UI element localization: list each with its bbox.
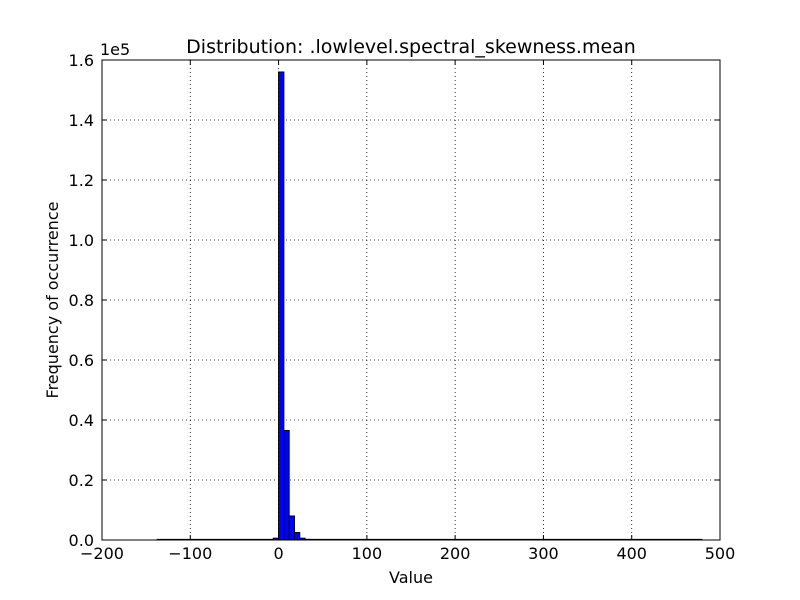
bars-layer <box>156 71 703 541</box>
x-tick-label: 100 <box>352 544 383 563</box>
plot-frame <box>101 59 721 541</box>
y-axis-label: Frequency of occurrence <box>43 202 62 399</box>
x-tick-label: 400 <box>616 544 647 563</box>
y-tick-label: 0.4 <box>69 411 94 430</box>
histogram-bar <box>278 71 285 541</box>
x-tick-label: 0 <box>273 544 283 563</box>
y-tick-label: 0.8 <box>69 291 94 310</box>
histogram-bar <box>293 532 301 541</box>
x-tick-label: −100 <box>168 544 212 563</box>
y-scale-exponent: 1e5 <box>100 40 130 59</box>
y-tick-label: 1.2 <box>69 171 94 190</box>
y-tick-label: 0.0 <box>69 531 94 550</box>
y-tick-label: 1.0 <box>69 231 94 250</box>
y-tick-label: 0.6 <box>69 351 94 370</box>
x-tick-label: −200 <box>80 544 124 563</box>
x-tick-label: 300 <box>528 544 559 563</box>
y-tick-label: 0.2 <box>69 471 94 490</box>
y-tick-label: 1.4 <box>69 111 94 130</box>
histogram-bar <box>288 515 295 541</box>
x-tick-label: 500 <box>705 544 736 563</box>
x-axis-label: Value <box>389 568 433 587</box>
x-tick-label: 200 <box>440 544 471 563</box>
grid-layer <box>102 60 720 540</box>
y-tick-label: 1.6 <box>69 51 94 70</box>
chart-title: Distribution: .lowlevel.spectral_skewnes… <box>186 36 636 58</box>
ticks-layer: −200 −100 0 100 200 300 400 500 0.0 0.2 0.4 0.6 0.8 1… <box>69 51 736 563</box>
histogram-bar <box>283 430 290 541</box>
